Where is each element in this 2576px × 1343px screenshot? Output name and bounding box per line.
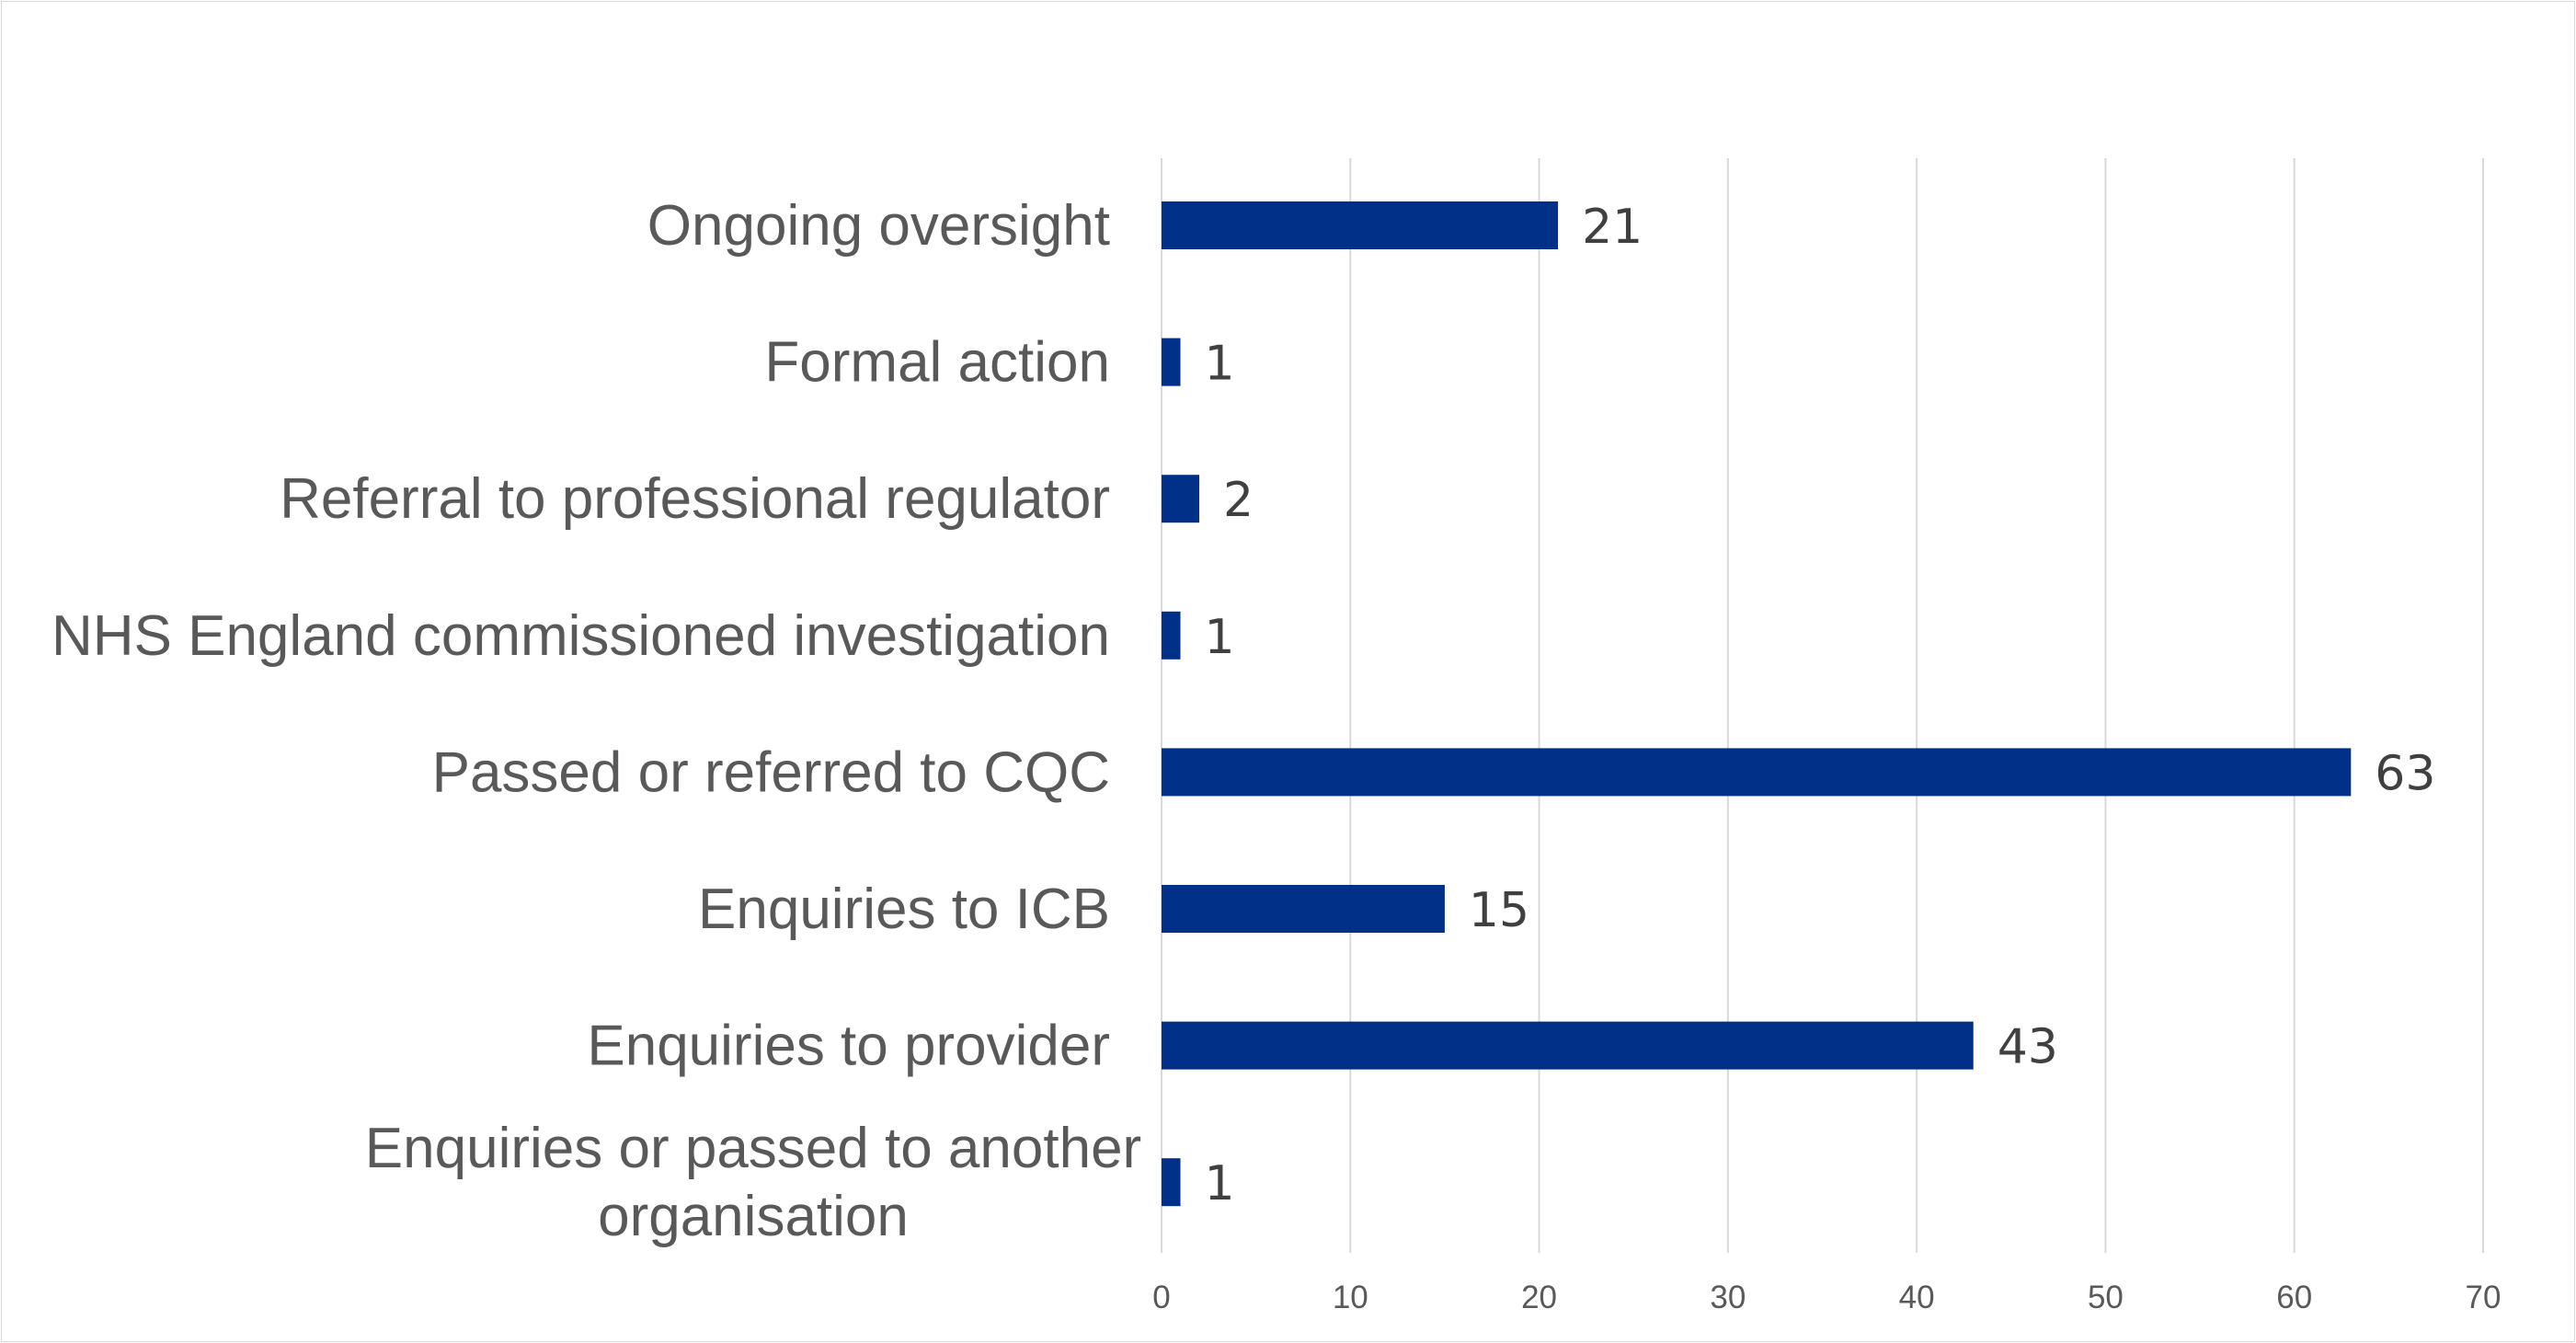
category-label: Ongoing oversight (647, 194, 1110, 258)
data-label: 63 (2375, 746, 2435, 801)
x-tick-label: 30 (1710, 1280, 1746, 1315)
bar (1162, 611, 1181, 660)
category-label: Formal action (764, 331, 1110, 395)
data-label: 43 (1998, 1020, 2058, 1075)
x-tick-label: 60 (2276, 1280, 2312, 1315)
bars (1162, 201, 2352, 1207)
category-label-line: Referral to professional regulator (280, 467, 1110, 531)
category-label-line: Formal action (764, 331, 1110, 395)
x-tick-label: 50 (2088, 1280, 2124, 1315)
x-axis-tick-labels: 0 10 20 30 40 50 60 70 (1152, 1280, 2501, 1315)
x-tick-label: 20 (1521, 1280, 1557, 1315)
bar (1162, 338, 1181, 386)
data-label: 1 (1205, 610, 1235, 665)
data-label: 2 (1223, 473, 1254, 528)
data-label: 1 (1205, 1156, 1235, 1211)
category-label-line: NHS England commissioned investigation (52, 604, 1110, 668)
x-tick-label: 10 (1333, 1280, 1368, 1315)
bar (1162, 1158, 1181, 1207)
bar (1162, 748, 2352, 797)
category-label: Enquiries to ICB (698, 878, 1110, 941)
category-label: Enquiries to provider (587, 1015, 1110, 1078)
category-label-line: Enquiries or passed to another (365, 1117, 1141, 1180)
category-label: Referral to professional regulator (280, 467, 1110, 531)
data-label: 21 (1582, 200, 1643, 255)
category-labels: Ongoing oversight Formal action Referral t… (52, 194, 1141, 1248)
category-label-line: Enquiries to ICB (698, 878, 1110, 941)
category-label-line: organisation (598, 1185, 909, 1248)
gridlines (1161, 158, 2484, 1253)
category-label: Enquiries or passed to another organisati… (365, 1117, 1141, 1248)
x-tick-label: 0 (1152, 1280, 1170, 1315)
bar (1162, 1021, 1974, 1070)
category-label: NHS England commissioned investigation (52, 604, 1110, 668)
bar (1162, 885, 1445, 933)
category-label-line: Passed or referred to CQC (432, 740, 1110, 804)
x-tick-label: 70 (2466, 1280, 2502, 1315)
category-label-line: Enquiries to provider (587, 1015, 1110, 1078)
data-label: 15 (1469, 883, 1529, 938)
data-label: 1 (1205, 337, 1235, 392)
x-tick-label: 40 (1899, 1280, 1935, 1315)
category-label-line: Ongoing oversight (647, 194, 1110, 258)
category-label: Passed or referred to CQC (432, 740, 1110, 804)
bar (1162, 201, 1559, 249)
bar (1162, 475, 1200, 523)
